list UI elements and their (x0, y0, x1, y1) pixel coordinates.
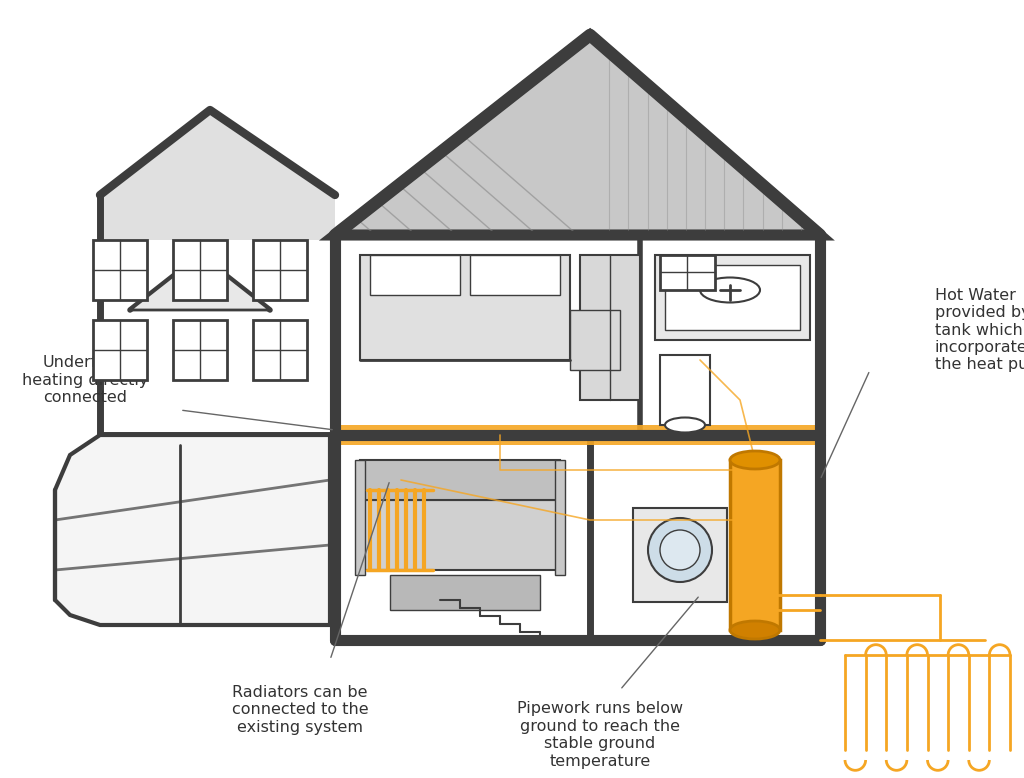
Polygon shape (335, 35, 820, 235)
Polygon shape (355, 460, 365, 575)
Ellipse shape (700, 278, 760, 303)
Polygon shape (555, 460, 565, 575)
Polygon shape (55, 435, 330, 625)
Polygon shape (570, 310, 620, 370)
Circle shape (648, 518, 712, 582)
Polygon shape (370, 255, 460, 295)
Polygon shape (130, 255, 270, 310)
Polygon shape (390, 575, 540, 610)
Polygon shape (470, 255, 560, 295)
Polygon shape (660, 355, 710, 425)
Polygon shape (93, 240, 147, 300)
Polygon shape (360, 255, 570, 360)
Polygon shape (660, 255, 715, 290)
Polygon shape (100, 110, 335, 240)
Circle shape (660, 530, 700, 570)
Polygon shape (173, 320, 227, 380)
Text: Radiators can be
connected to the
existing system: Radiators can be connected to the existi… (231, 685, 369, 735)
Polygon shape (665, 265, 800, 330)
Polygon shape (730, 460, 780, 630)
Ellipse shape (730, 621, 780, 639)
Polygon shape (580, 255, 640, 400)
Polygon shape (173, 240, 227, 300)
Polygon shape (655, 255, 810, 340)
Ellipse shape (730, 451, 780, 469)
Polygon shape (360, 500, 560, 570)
FancyBboxPatch shape (633, 508, 727, 602)
Text: Pipework runs below
ground to reach the
stable ground
temperature: Pipework runs below ground to reach the … (517, 702, 683, 769)
Polygon shape (253, 240, 307, 300)
Polygon shape (360, 460, 560, 500)
Text: Underfloor
heating directly
connected: Underfloor heating directly connected (22, 355, 148, 405)
Polygon shape (253, 320, 307, 380)
Text: Hot Water
provided by the
tank which
incorporates
the heat pump: Hot Water provided by the tank which inc… (935, 288, 1024, 373)
Ellipse shape (665, 418, 705, 433)
Polygon shape (335, 425, 820, 445)
Polygon shape (93, 320, 147, 380)
